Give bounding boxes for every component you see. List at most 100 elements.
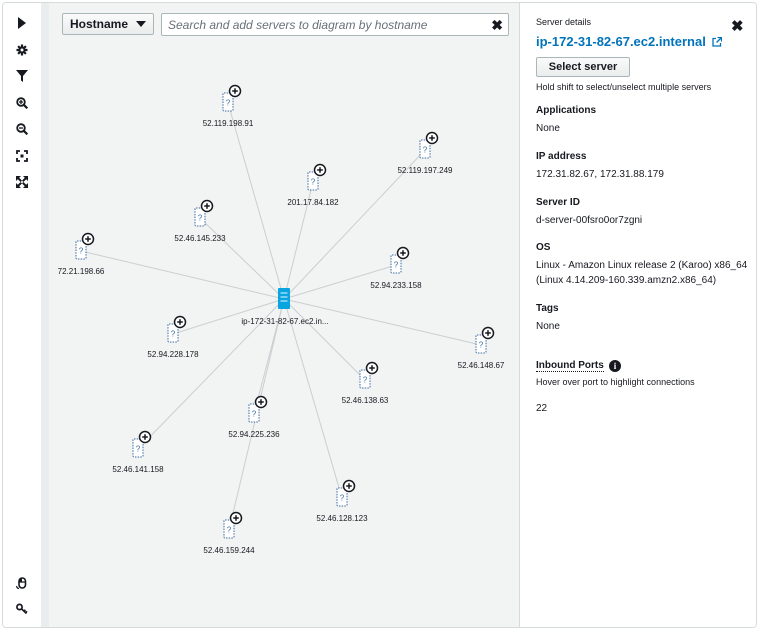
unknown-server-icon: [419, 139, 431, 159]
key-icon[interactable]: [13, 600, 31, 618]
server-id-heading: Server ID: [536, 197, 580, 208]
unknown-server-icon: [307, 171, 319, 191]
unknown-server-icon: [167, 323, 179, 343]
server-node[interactable]: ? 52.119.198.91: [203, 84, 254, 129]
connection-edge: [80, 250, 285, 300]
inbound-ports-hint: Hover over port to highlight connections: [536, 377, 695, 387]
expand-node-icon[interactable]: [313, 163, 327, 177]
connection-edge: [137, 298, 285, 450]
question-mark-icon: ?: [226, 99, 231, 108]
ip-address-value: 172.31.82.67, 172.31.88.179: [536, 169, 664, 180]
connection-edge: [283, 149, 426, 300]
question-mark-icon: ?: [227, 526, 232, 535]
server-node-label: 52.119.198.91: [203, 119, 254, 128]
unknown-server-icon: [390, 254, 402, 274]
expand-node-icon[interactable]: [365, 361, 379, 375]
tags-heading: Tags: [536, 303, 559, 314]
select-hint: Hold shift to select/unselect multiple s…: [536, 82, 712, 92]
server-node-label: 52.46.148.67: [458, 361, 505, 370]
server-id-value: d-server-00fsro0or7zgni: [536, 215, 643, 226]
server-node-label: 52.94.225.236: [228, 430, 280, 439]
server-node[interactable]: ? 52.46.141.158: [112, 430, 164, 475]
edges: [80, 102, 482, 531]
diagram-canvas[interactable]: ? 52.119.198.91 ? 52.119.197.249? 201.17.84.…: [49, 3, 519, 627]
os-value: Linux - Amazon Linux release 2 (Karoo) x…: [536, 260, 748, 286]
expand-node-icon[interactable]: [425, 131, 439, 145]
server-node[interactable]: ? 52.94.228.178: [147, 315, 199, 360]
server-node[interactable]: ? 52.94.233.158: [370, 246, 422, 291]
server-node-label: 52.94.233.158: [370, 281, 422, 290]
unknown-server-icon: [359, 369, 371, 389]
select-server-button[interactable]: Select server: [536, 57, 630, 77]
fullscreen-icon[interactable]: [13, 173, 31, 191]
network-graph[interactable]: ? 52.119.198.91 ? 52.119.197.249? 201.17.84.…: [49, 3, 519, 627]
chevron-down-icon: [136, 21, 146, 27]
zoom-out-icon[interactable]: [13, 120, 31, 138]
clear-search-icon[interactable]: ✖: [491, 17, 503, 33]
connection-edge: [172, 298, 285, 335]
expand-panel-icon[interactable]: [13, 14, 31, 32]
server-node-label: 52.46.145.233: [174, 234, 226, 243]
mouse-icon[interactable]: [13, 574, 31, 592]
expand-node-icon[interactable]: [173, 315, 187, 329]
server-node[interactable]: ? 52.46.145.233: [174, 199, 226, 244]
panel-title: Server details: [536, 17, 592, 27]
search-input[interactable]: [168, 16, 486, 33]
server-node[interactable]: ? 52.46.148.67: [458, 326, 505, 371]
question-mark-icon: ?: [79, 247, 84, 256]
server-node[interactable]: ? 52.46.138.63: [342, 361, 389, 406]
connection-edge: [227, 102, 285, 300]
expand-node-icon[interactable]: [396, 246, 410, 260]
unknown-server-icon: [194, 207, 206, 227]
server-node[interactable]: ? 52.94.225.236: [228, 395, 280, 440]
server-node-label: 52.46.138.63: [342, 396, 389, 405]
applications-value: None: [536, 123, 560, 134]
server-node[interactable]: ? 52.119.197.249: [397, 131, 453, 176]
expand-node-icon[interactable]: [481, 326, 495, 340]
close-icon[interactable]: ✖: [731, 18, 744, 35]
server-node-label: 201.17.84.182: [287, 198, 339, 207]
question-mark-icon: ?: [171, 330, 176, 339]
diagram-toolbar: [3, 3, 41, 627]
server-name-link[interactable]: ip-172-31-82-67.ec2.internal: [536, 34, 706, 49]
expand-node-icon[interactable]: [342, 479, 356, 493]
group-by-dropdown[interactable]: Hostname: [62, 13, 154, 35]
server-node[interactable]: ? 52.46.159.244: [203, 511, 255, 556]
server-node[interactable]: ? 52.46.128.123: [316, 479, 368, 524]
expand-node-icon[interactable]: [228, 84, 242, 98]
expand-node-icon[interactable]: [200, 199, 214, 213]
server-node-label: 52.46.141.158: [112, 465, 164, 474]
server-node[interactable]: ? 201.17.84.182: [287, 163, 339, 208]
hostname-search[interactable]: ✖: [161, 13, 509, 36]
unknown-server-icon: [336, 487, 348, 507]
server-node-label: 52.46.128.123: [316, 514, 368, 523]
server-node-label: 52.94.228.178: [147, 350, 199, 359]
unknown-server-icon: [75, 240, 87, 260]
unknown-server-icon: [475, 334, 487, 354]
expand-node-icon[interactable]: [81, 232, 95, 246]
expand-node-icon[interactable]: [229, 511, 243, 525]
external-link-icon[interactable]: [712, 37, 722, 47]
settings-icon[interactable]: [13, 41, 31, 59]
zoom-in-icon[interactable]: [13, 94, 31, 112]
filter-icon[interactable]: [13, 67, 31, 85]
selected-server-node[interactable]: ip-172-31-82-67.ec2.in...: [241, 288, 329, 326]
expand-node-icon[interactable]: [254, 395, 268, 409]
connection-edge: [283, 298, 366, 381]
question-mark-icon: ?: [394, 261, 399, 270]
question-mark-icon: ?: [479, 341, 484, 350]
fit-to-screen-icon[interactable]: [13, 147, 31, 165]
info-icon[interactable]: i: [609, 360, 621, 372]
port-item[interactable]: 22: [536, 403, 548, 414]
server-node-label: 72.21.198.66: [58, 267, 105, 276]
question-mark-icon: ?: [198, 214, 203, 223]
expand-node-icon[interactable]: [138, 430, 152, 444]
inbound-ports-heading: Inbound Ports: [536, 360, 604, 372]
unknown-server-icon: [248, 403, 260, 423]
server-node[interactable]: ? 72.21.198.66: [58, 232, 105, 277]
question-mark-icon: ?: [136, 445, 141, 454]
question-mark-icon: ?: [311, 178, 316, 187]
question-mark-icon: ?: [423, 146, 428, 155]
connection-edge: [283, 298, 343, 499]
